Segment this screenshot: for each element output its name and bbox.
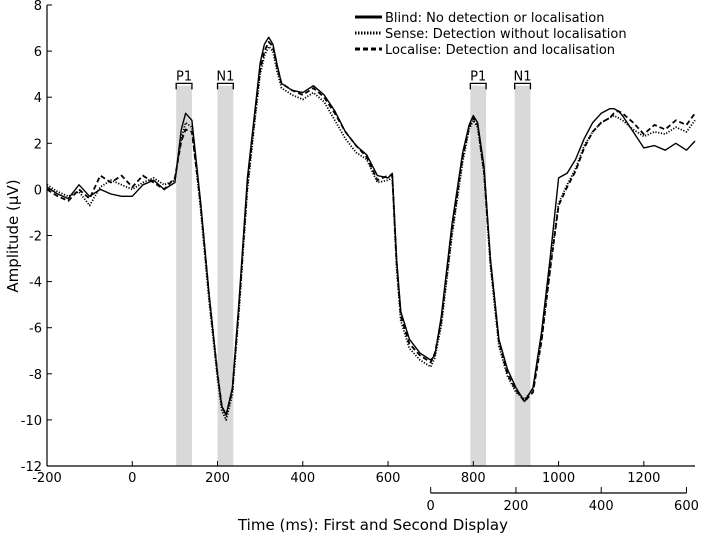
series-lines (47, 37, 695, 420)
region-label-1: N1 (216, 69, 234, 84)
y-tick-label-6: -4 (29, 276, 42, 291)
y-tick-label-0: 8 (34, 0, 42, 14)
legend-label-solid: Blind: No detection or localisation (385, 11, 604, 26)
series-line-dotted (47, 47, 695, 420)
x-axis-title: Time (ms): First and Second Display (237, 516, 508, 534)
x-tick-label-3: 400 (290, 471, 315, 486)
y-tick-label-7: -6 (29, 322, 42, 337)
x-tick-label-0: -200 (32, 471, 62, 486)
x-tick-label-2: 200 (205, 471, 230, 486)
second-x-tick-label-3: 600 (674, 499, 699, 514)
region-label-2: P1 (470, 69, 486, 84)
y-tick-label-1: 6 (34, 45, 42, 60)
second-x-tick-label-1: 200 (504, 499, 529, 514)
region-label-0: P1 (176, 69, 192, 84)
series-line-dashed (47, 42, 695, 415)
legend: Blind: No detection or localisationSense… (355, 11, 627, 58)
second-x-tick-label-0: 0 (427, 499, 435, 514)
second-x-tick-label-2: 400 (589, 499, 614, 514)
y-axis-title: Amplitude (μV) (4, 179, 22, 292)
y-tick-label-5: -2 (29, 230, 42, 245)
y-tick-label-4: 0 (34, 183, 42, 198)
y-tick-label-8: -8 (29, 368, 42, 383)
legend-label-dotted: Sense: Detection without localisation (385, 27, 627, 42)
shaded-region-2 (470, 86, 486, 466)
x-tick-label-4: 600 (376, 471, 401, 486)
x-tick-label-7: 1200 (627, 471, 660, 486)
x-tick-label-1: 0 (128, 471, 136, 486)
region-label-3: N1 (514, 69, 532, 84)
series-line-solid (47, 37, 695, 415)
y-tick-label-2: 4 (34, 91, 42, 106)
x-tick-label-6: 1000 (542, 471, 575, 486)
shaded-region-1 (218, 86, 234, 466)
shaded-region-0 (176, 86, 192, 466)
y-tick-label-9: -10 (21, 414, 42, 429)
y-tick-label-3: 2 (34, 137, 42, 152)
x-tick-label-5: 800 (461, 471, 486, 486)
legend-label-dashed: Localise: Detection and localisation (385, 43, 615, 58)
shaded-region-3 (515, 86, 531, 466)
